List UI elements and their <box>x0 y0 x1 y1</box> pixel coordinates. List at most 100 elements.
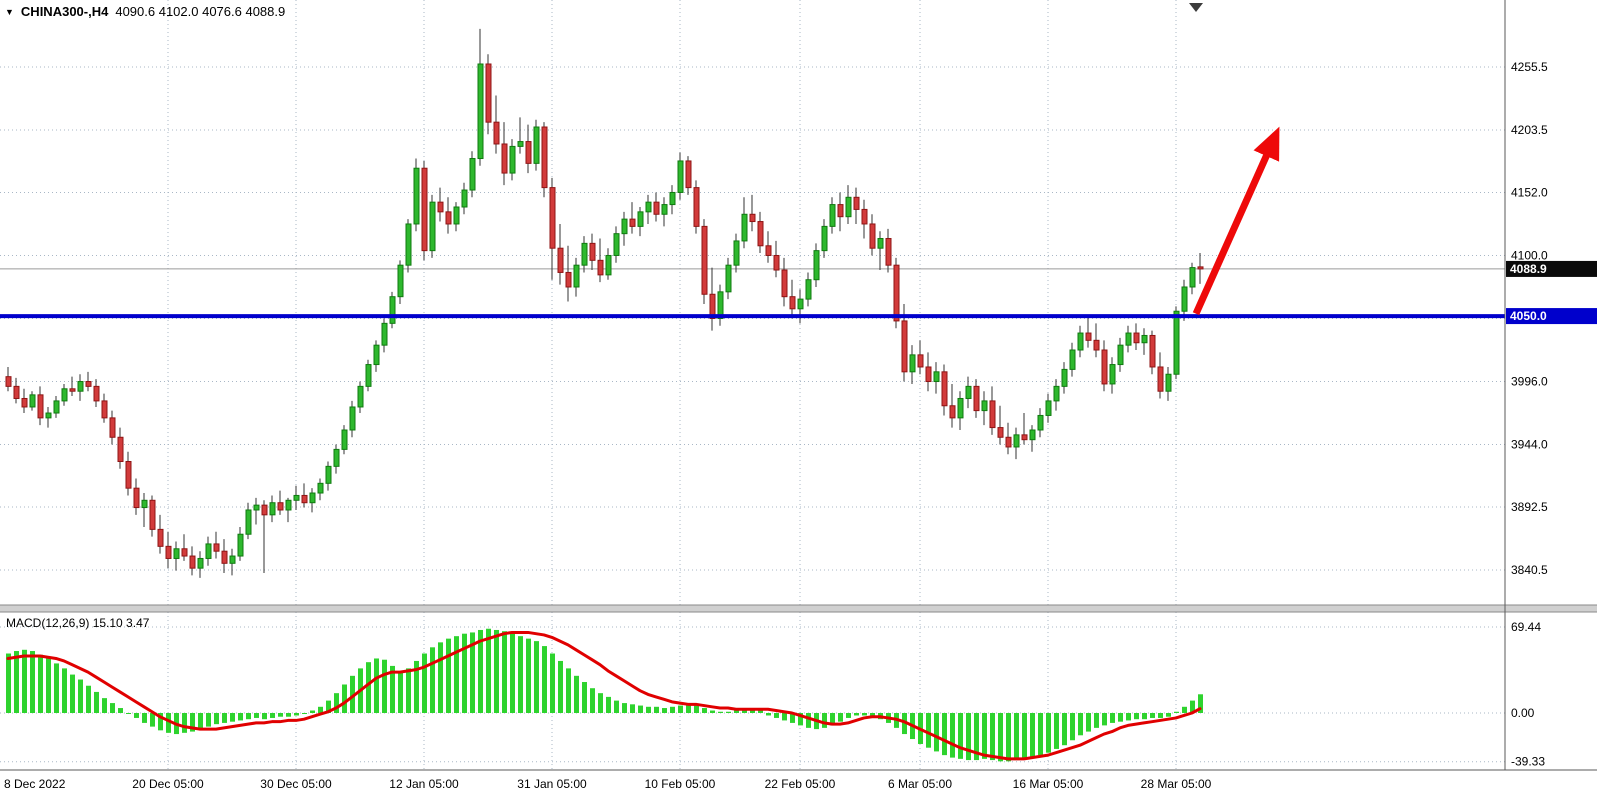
time-tick-label: 28 Mar 05:00 <box>1141 777 1212 791</box>
macd-histogram-bar <box>518 636 523 713</box>
candle-body <box>485 63 492 123</box>
panel-separator-handle[interactable] <box>0 605 1597 612</box>
macd-histogram-bar <box>294 712 299 716</box>
macd-histogram-bar <box>598 693 603 713</box>
candle-body <box>733 240 740 266</box>
candle-body <box>45 412 52 419</box>
macd-histogram-bar <box>166 712 171 733</box>
candle-body <box>1157 366 1164 392</box>
symbol-dropdown-icon[interactable]: ▼ <box>5 7 14 17</box>
macd-histogram-bar <box>1054 712 1059 749</box>
macd-histogram-bar <box>494 629 499 713</box>
candle-body <box>13 385 20 399</box>
time-tick-label: 10 Feb 05:00 <box>645 777 716 791</box>
macd-histogram-bar <box>630 704 635 713</box>
macd-histogram-bar <box>1014 712 1019 761</box>
macd-histogram-bar <box>382 659 387 713</box>
macd-histogram-bar <box>366 662 371 713</box>
macd-histogram-bar <box>430 647 435 713</box>
macd-histogram-bar <box>1166 712 1171 717</box>
macd-histogram-bar <box>1046 712 1051 753</box>
macd-histogram-bar <box>822 712 827 728</box>
candle-body <box>1197 266 1204 270</box>
candle-body <box>1021 434 1028 441</box>
macd-histogram-bar <box>14 651 19 713</box>
macd-histogram-bar <box>462 633 467 713</box>
macd-histogram-bar <box>22 649 27 713</box>
candle-body <box>1029 429 1036 441</box>
candle-body <box>965 385 972 399</box>
macd-histogram-bar <box>686 704 691 713</box>
macd-histogram-bar <box>262 712 267 720</box>
macd-histogram-bar <box>870 712 875 717</box>
macd-histogram-bar <box>230 712 235 722</box>
macd-indicator-label: MACD(12,26,9) 15.10 3.47 <box>6 616 150 630</box>
macd-histogram-bar <box>478 629 483 713</box>
macd-histogram-bar <box>350 675 355 713</box>
candle-body <box>797 298 804 310</box>
candle-body <box>1069 349 1076 370</box>
candle-body <box>1125 332 1132 346</box>
macd-histogram-bar <box>1182 706 1187 713</box>
candle-body <box>437 201 444 213</box>
macd-histogram-bar <box>542 646 547 713</box>
time-tick-label: 16 Mar 05:00 <box>1013 777 1084 791</box>
candle-body <box>181 548 188 557</box>
macd-histogram-bar <box>414 660 419 713</box>
candle-body <box>93 385 100 402</box>
candle-body <box>509 145 516 174</box>
candle-body <box>317 482 324 494</box>
candle-body <box>853 196 860 210</box>
candle-body <box>141 499 148 509</box>
macd-histogram-bar <box>1126 712 1131 721</box>
indicator-tick-label: 0.00 <box>1511 706 1535 720</box>
candle-body <box>565 271 572 288</box>
candle-body <box>333 448 340 467</box>
candle-body <box>869 223 876 249</box>
candle-body <box>1005 436 1012 448</box>
candle-body <box>381 322 388 346</box>
price-tick-label: 4152.0 <box>1511 185 1548 199</box>
candle-body <box>1109 364 1116 385</box>
candle-body <box>413 167 420 225</box>
macd-histogram-bar <box>182 712 187 733</box>
macd-histogram-bar <box>6 653 11 713</box>
macd-histogram-bar <box>198 712 203 730</box>
candle-body <box>789 296 796 310</box>
candle-body <box>861 208 868 225</box>
macd-histogram-bar <box>470 632 475 713</box>
macd-histogram-bar <box>678 705 683 713</box>
macd-histogram-bar <box>750 709 755 713</box>
macd-histogram-bar <box>1030 712 1035 758</box>
candle-body <box>237 533 244 557</box>
candle-body <box>1077 332 1084 351</box>
candle-body <box>605 254 612 276</box>
trend-arrow[interactable] <box>1192 126 1280 316</box>
macd-histogram-bar <box>862 712 867 716</box>
candle-body <box>213 543 220 552</box>
macd-histogram-bar <box>1142 712 1147 720</box>
candle-body <box>893 264 900 322</box>
macd-histogram-bar <box>502 631 507 713</box>
macd-histogram-bar <box>1062 712 1067 746</box>
candle-body <box>501 143 508 174</box>
candle-body <box>717 291 724 319</box>
candle-body <box>685 160 692 189</box>
candle-body <box>1061 368 1068 387</box>
candle-body <box>581 242 588 266</box>
macd-histogram-bar <box>830 712 835 726</box>
macd-histogram-bar <box>998 712 1003 762</box>
time-tick-label: 12 Jan 05:00 <box>389 777 459 791</box>
macd-histogram-bar <box>646 706 651 713</box>
candle-body <box>1189 267 1196 288</box>
candle-body <box>469 158 476 191</box>
macd-histogram-bar <box>974 712 979 761</box>
candle-body <box>429 201 436 252</box>
candle-body <box>221 550 228 564</box>
candle-body <box>109 417 116 438</box>
candle-body <box>245 509 252 535</box>
macd-histogram-bar <box>838 712 843 722</box>
ohlc-values: 4090.6 4102.0 4076.6 4088.9 <box>115 4 286 19</box>
candle-body <box>557 247 564 273</box>
